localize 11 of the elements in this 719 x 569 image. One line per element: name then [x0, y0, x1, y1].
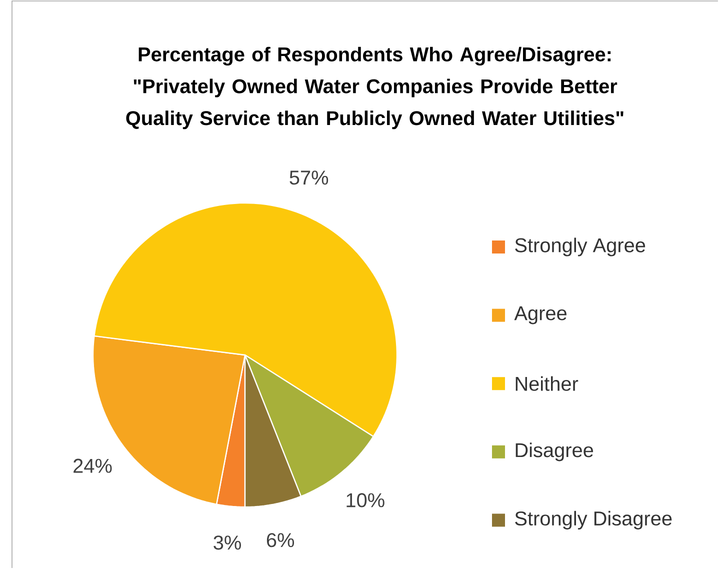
legend-label: Neither — [516, 376, 578, 391]
data-label: 10% — [346, 493, 384, 508]
data-label: 3% — [214, 536, 241, 550]
data-label: 24% — [74, 458, 112, 473]
legend-label: Disagree — [516, 442, 594, 462]
legend-label: Strongly Disagree — [515, 510, 672, 530]
chart-title: Percentage of Respondents Who Agree/Disagree: "Privately Owned Water Companies Provide Better Quality Service than Publicly Owned Water Utilities" — [126, 46, 624, 130]
data-label: 57% — [290, 170, 328, 185]
legend-label: Strongly Agree — [515, 238, 646, 256]
data-label: 6% — [266, 533, 294, 548]
legend-label: Agree — [514, 306, 566, 324]
